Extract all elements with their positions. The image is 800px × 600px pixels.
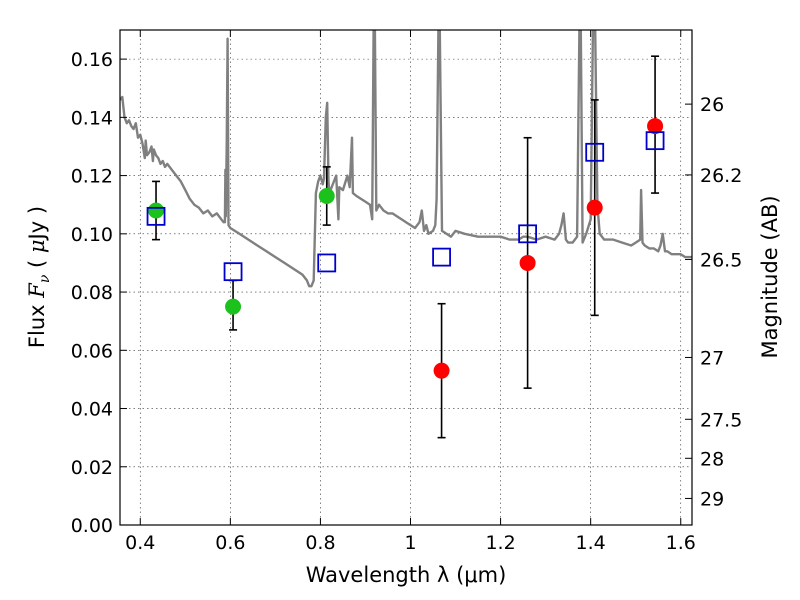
y-axis-label-pre: Flux (25, 298, 49, 348)
gridlines (120, 30, 692, 526)
y-axis-label-post: ( (25, 253, 49, 275)
template-spectrum-layer (120, 30, 692, 288)
y-axis-label-sub: ν (37, 274, 53, 283)
right-tick-label: 27 (700, 347, 724, 369)
x-tick-label: 1.2 (485, 532, 515, 554)
right-tick-label: 26.5 (700, 249, 742, 271)
x-tick-label: 0.6 (215, 532, 245, 554)
red-data-point (519, 254, 536, 271)
y-axis-label-var: F (25, 282, 49, 299)
x-tick-label: 1.4 (576, 532, 606, 554)
model-photometry-square (317, 253, 337, 273)
model-photometry-square (432, 247, 451, 267)
x-tick-label: 0.8 (305, 532, 335, 554)
right-tick-label: 26.2 (700, 165, 742, 187)
y-tick-label: 0.04 (71, 399, 113, 421)
green-data-point (318, 187, 335, 204)
y-tick-label: 0.08 (71, 282, 113, 304)
plot-frame (119, 29, 693, 526)
marker-layer (146, 118, 665, 379)
right-tick-label: 28 (700, 448, 724, 470)
y-axis-label-unit: Jy ) (25, 206, 49, 242)
red-data-point (647, 118, 664, 135)
green-data-point (225, 298, 242, 315)
right-tick-label: 26 (700, 94, 724, 116)
y-axis-label: Flux Fν ( μJy ) (25, 206, 53, 348)
y-tick-label: 0.10 (71, 224, 113, 246)
model-photometry-square (645, 131, 665, 151)
y-tick-label: 0.16 (71, 49, 113, 71)
model-photometry-square (146, 206, 166, 226)
right-tick-label: 27.5 (700, 409, 742, 431)
red-data-point (433, 362, 450, 379)
x-tick-label: 1 (404, 532, 416, 554)
y-tick-label: 0.02 (71, 457, 113, 479)
template-spectrum-line (120, 30, 692, 288)
model-photometry-square (585, 142, 605, 162)
x-axis-label: Wavelength λ (μm) (306, 563, 507, 587)
x-tick-label: 0.4 (125, 532, 155, 554)
x-tick-label: 1.6 (666, 532, 696, 554)
right-tick-label: 29 (700, 488, 724, 510)
red-data-point (586, 199, 603, 216)
right-axis-label: Magnitude (AB) (758, 195, 782, 358)
ticks-layer: 0.4 0.6 0.8 1 1.2 1.4 1.6 0.00 0.02 0.04 0.06 0.08 0… (71, 30, 742, 554)
y-tick-label: 0.14 (71, 107, 113, 129)
y-axis-label-mu: μ (25, 239, 49, 253)
model-photometry-square (518, 224, 538, 244)
y-tick-label: 0.06 (71, 340, 113, 362)
model-photometry-square (223, 262, 243, 282)
green-data-point (148, 202, 165, 219)
y-tick-label: 0.00 (71, 515, 113, 537)
y-tick-label: 0.12 (71, 166, 113, 188)
